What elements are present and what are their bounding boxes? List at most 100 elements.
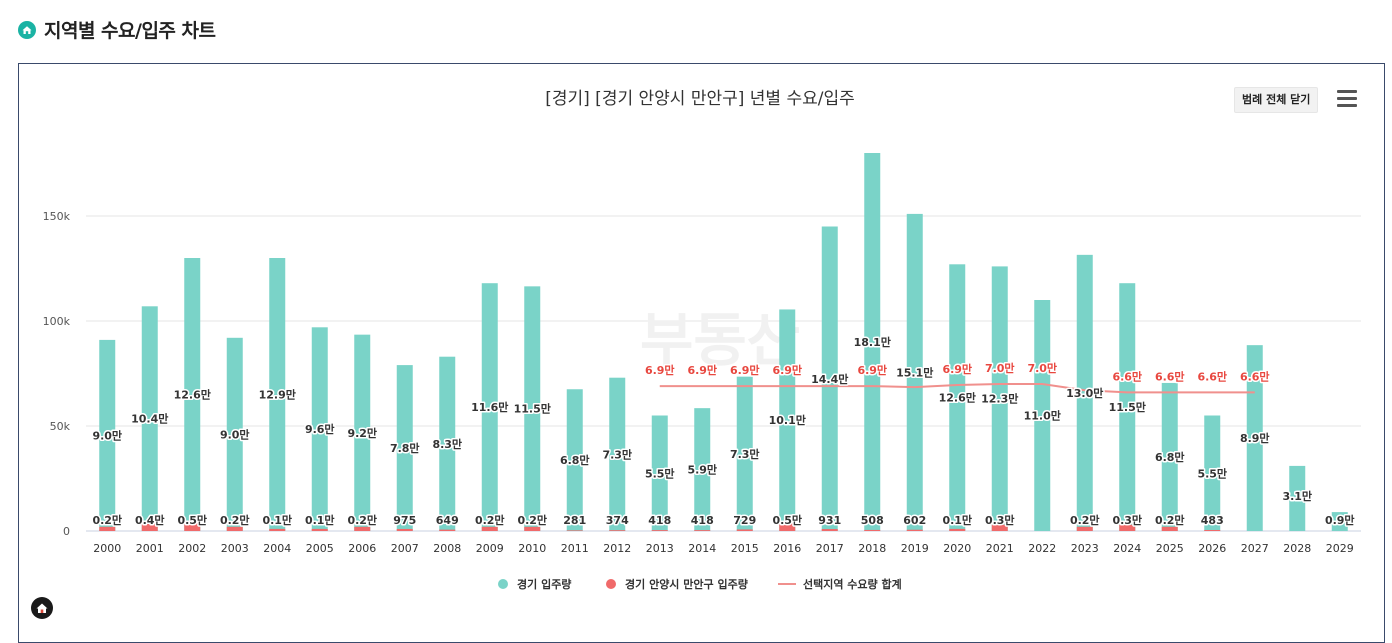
data-label-demand: 6.9만: [730, 363, 760, 377]
x-tick-label: 2002: [178, 542, 206, 555]
data-label-manan: 0.3만: [1112, 513, 1142, 527]
bar-manan: [396, 528, 413, 531]
data-label-manan: 0.1만: [942, 513, 972, 527]
data-label-manan: 374: [606, 514, 629, 527]
x-tick-label: 2029: [1326, 542, 1354, 555]
data-label-manan: 729: [733, 514, 756, 527]
data-label-manan: 0.2만: [1070, 513, 1100, 527]
legend-toggle-button[interactable]: 범례 전체 닫기: [1234, 87, 1319, 113]
x-tick-label: 2020: [943, 542, 971, 555]
y-tick-label: 100k: [43, 315, 71, 328]
bar-manan: [524, 526, 541, 531]
bar-gyeonggi: [736, 376, 753, 531]
bar-gyeonggi: [1331, 512, 1348, 531]
bar-manan: [1161, 526, 1178, 531]
data-label-manan: 508: [861, 514, 884, 527]
bar-gyeonggi: [694, 408, 711, 531]
data-label-gyeonggi: 15.1만: [896, 365, 933, 379]
chart-title: [경기] [경기 안양시 만안구] 년별 수요/입주: [545, 89, 855, 109]
bar-gyeonggi: [991, 266, 1008, 531]
x-tick-label: 2017: [816, 542, 844, 555]
bar-gyeonggi: [1076, 254, 1093, 531]
bar-manan: [311, 528, 328, 531]
x-tick-label: 2026: [1198, 542, 1226, 555]
data-label-gyeonggi: 12.6만: [174, 388, 211, 402]
x-tick-label: 2018: [858, 542, 886, 555]
data-label-gyeonggi: 11.5만: [514, 402, 551, 416]
data-label-demand: 6.9만: [645, 363, 675, 377]
bar-gyeonggi: [1119, 283, 1136, 531]
data-label-gyeonggi: 11.6만: [471, 400, 508, 414]
data-label-gyeonggi: 14.4만: [811, 372, 848, 386]
menu-icon[interactable]: [1337, 90, 1357, 108]
legend-marker-gyeonggi: [498, 579, 508, 589]
data-label-gyeonggi: 6.8만: [1155, 450, 1185, 464]
data-label-demand: 6.9만: [857, 363, 887, 377]
y-tick-label: 150k: [43, 210, 71, 223]
legend-label-gyeonggi: 경기 입주량: [517, 577, 571, 591]
bar-gyeonggi: [949, 264, 966, 531]
data-label-manan: 0.2만: [1155, 513, 1185, 527]
x-tick-label: 2005: [306, 542, 334, 555]
bar-gyeonggi: [1289, 465, 1306, 531]
x-tick-label: 2019: [901, 542, 929, 555]
bar-manan: [736, 529, 753, 531]
watermark-text: 부동산: [640, 306, 800, 374]
page-title-text: 지역별 수요/입주 차트: [44, 20, 216, 42]
bar-gyeonggi: [566, 389, 583, 531]
data-label-gyeonggi: 0.9만: [1325, 513, 1355, 527]
data-label-gyeonggi: 5.5만: [1197, 466, 1227, 480]
data-label-demand: 6.6만: [1155, 369, 1185, 383]
bar-gyeonggi: [1204, 415, 1221, 531]
data-label-demand: 7.0만: [1027, 361, 1057, 375]
data-label-demand: 6.9만: [772, 363, 802, 377]
data-label-manan: 281: [563, 514, 586, 527]
bar-gyeonggi: [99, 339, 116, 531]
data-label-manan: 0.2만: [475, 513, 505, 527]
data-label-manan: 418: [691, 514, 714, 527]
bar-gyeonggi: [779, 309, 796, 531]
x-tick-label: 2008: [433, 542, 461, 555]
bar-gyeonggi: [269, 258, 286, 531]
data-label-manan: 483: [1201, 514, 1224, 527]
x-tick-label: 2012: [603, 542, 631, 555]
x-tick-label: 2003: [221, 542, 249, 555]
bar-manan: [354, 526, 371, 531]
data-label-demand: 6.9만: [942, 362, 972, 376]
line-demand: [659, 383, 1255, 394]
data-label-gyeonggi: 10.4만: [131, 412, 168, 426]
data-label-manan: 0.2만: [347, 513, 377, 527]
data-label-manan: 0.4만: [135, 513, 165, 527]
data-label-gyeonggi: 7.3만: [602, 447, 632, 461]
x-tick-label: 2015: [731, 542, 759, 555]
legend-marker-manan: [606, 579, 616, 589]
bar-manan: [694, 530, 711, 531]
data-label-manan: 0.3만: [985, 513, 1015, 527]
data-label-gyeonggi: 8.9만: [1240, 431, 1270, 445]
x-tick-label: 2028: [1283, 542, 1311, 555]
data-label-gyeonggi: 6.8만: [560, 453, 590, 467]
x-tick-label: 2010: [518, 542, 546, 555]
x-tick-label: 2023: [1071, 542, 1099, 555]
x-tick-label: 2024: [1113, 542, 1141, 555]
bar-gyeonggi: [609, 377, 626, 531]
data-label-manan: 931: [818, 514, 841, 527]
data-label-manan: 602: [903, 514, 926, 527]
data-label-gyeonggi: 11.0만: [1024, 409, 1061, 423]
data-label-gyeonggi: 10.1만: [769, 413, 806, 427]
data-label-manan: 0.2만: [92, 513, 122, 527]
data-label-gyeonggi: 8.3만: [432, 437, 462, 451]
data-label-gyeonggi: 9.6만: [305, 422, 335, 436]
data-label-manan: 418: [648, 514, 671, 527]
data-label-gyeonggi: 12.3만: [981, 392, 1018, 406]
x-tick-label: 2011: [561, 542, 589, 555]
bar-gyeonggi: [651, 415, 668, 531]
bar-gyeonggi: [439, 356, 456, 531]
data-label-gyeonggi: 12.6만: [939, 391, 976, 405]
y-tick-label: 50k: [50, 420, 71, 433]
x-tick-label: 2000: [93, 542, 121, 555]
data-label-gyeonggi: 9.0만: [92, 428, 122, 442]
bar-gyeonggi: [1034, 300, 1051, 531]
data-label-gyeonggi: 12.9만: [259, 388, 296, 402]
